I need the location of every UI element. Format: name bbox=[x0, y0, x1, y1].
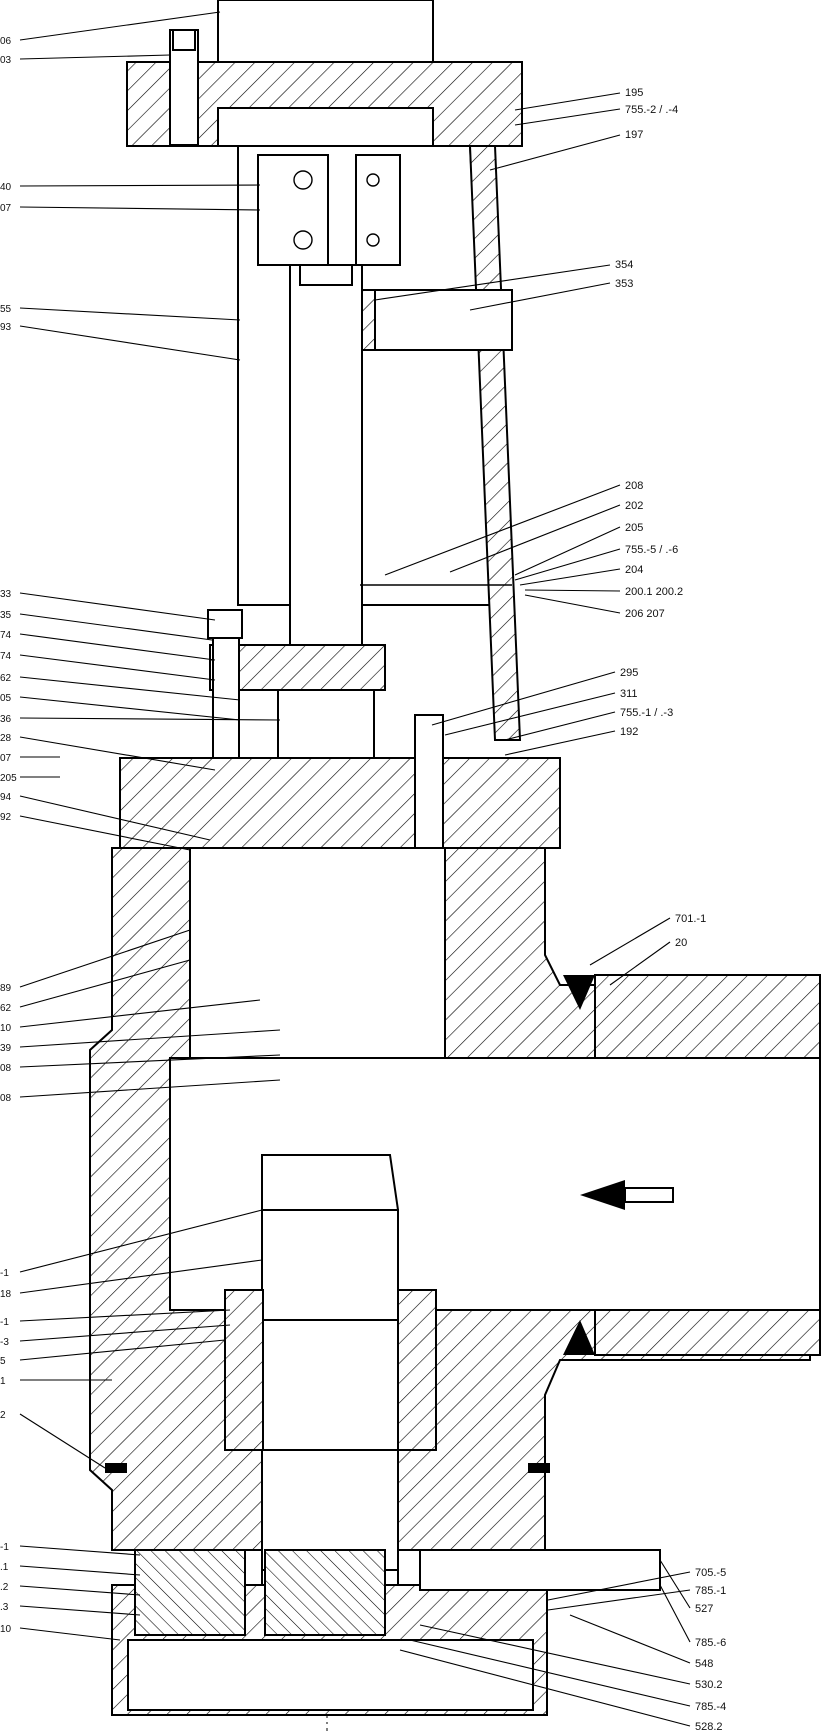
label-left-74b: 74 bbox=[0, 651, 12, 662]
label-left-18: 18 bbox=[0, 1289, 12, 1300]
label-left-07b: 07 bbox=[0, 753, 12, 764]
label-204: 204 bbox=[625, 564, 643, 576]
bottom-cover-face bbox=[127, 1639, 534, 1711]
label-755-1: 755.-1 / .-3 bbox=[620, 707, 673, 719]
label-202: 202 bbox=[625, 500, 643, 512]
label-left-07: 07 bbox=[0, 203, 12, 214]
disc-stack-mid bbox=[264, 1549, 386, 1636]
plug-upper-cage bbox=[261, 1209, 399, 1321]
label-701: 701.-1 bbox=[675, 913, 706, 925]
label-311: 311 bbox=[620, 688, 638, 700]
label-left-x2: -1 bbox=[0, 1317, 9, 1328]
flow-arrow bbox=[580, 1180, 625, 1210]
label-left-x3: -3 bbox=[0, 1337, 9, 1348]
gland-stud-nut bbox=[207, 609, 243, 639]
coupling-bolt-1 bbox=[293, 170, 313, 190]
label-785-6: 785.-6 bbox=[695, 1637, 726, 1649]
label-530: 530.2 bbox=[695, 1679, 723, 1691]
label-705: 705.-5 bbox=[695, 1567, 726, 1579]
label-left-35: 35 bbox=[0, 610, 12, 621]
label-195: 195 bbox=[625, 87, 643, 99]
flow-arrow-shaft bbox=[624, 1187, 674, 1203]
label-left-x9: .2 bbox=[0, 1582, 9, 1593]
label-left-93: 93 bbox=[0, 322, 12, 333]
label-left-62b: 62 bbox=[0, 1003, 12, 1014]
label-354: 354 bbox=[615, 259, 633, 271]
label-left-94: 94 bbox=[0, 792, 12, 803]
seat-ring-right bbox=[397, 1289, 437, 1451]
label-527: 527 bbox=[695, 1603, 713, 1615]
top-bolt-head bbox=[172, 29, 196, 51]
coupling-bolt-4 bbox=[366, 233, 380, 247]
bonnet-stud bbox=[414, 714, 444, 861]
label-left-x4: 5 bbox=[0, 1356, 6, 1367]
label-left-92: 92 bbox=[0, 812, 12, 823]
label-left-03: 03 bbox=[0, 55, 12, 66]
label-206: 206 207 bbox=[625, 608, 665, 620]
stem-neck bbox=[299, 264, 353, 286]
coupling-right bbox=[355, 154, 401, 266]
label-left-74a: 74 bbox=[0, 630, 12, 641]
label-left-89: 89 bbox=[0, 983, 12, 994]
label-left-05: 05 bbox=[0, 693, 12, 704]
label-208: 208 bbox=[625, 480, 643, 492]
label-left-08: 08 bbox=[0, 1063, 12, 1074]
top-shaft bbox=[217, 0, 434, 65]
weld-right bbox=[528, 1463, 550, 1473]
label-left-x6: 2 bbox=[0, 1410, 6, 1421]
label-left-x7: -1 bbox=[0, 1542, 9, 1553]
coupling-left bbox=[257, 154, 329, 266]
label-left-10: 10 bbox=[0, 1023, 12, 1034]
label-192: 192 bbox=[620, 726, 638, 738]
seat-ring-left bbox=[224, 1289, 264, 1451]
leader-lines-right bbox=[374, 92, 691, 1727]
label-left-x8: .1 bbox=[0, 1562, 9, 1573]
label-left-33: 33 bbox=[0, 589, 12, 600]
label-20: 20 bbox=[675, 937, 687, 949]
label-785-4: 785.-4 bbox=[695, 1701, 726, 1713]
leader-lines-left bbox=[19, 11, 281, 1641]
label-200: 200.1 200.2 bbox=[625, 586, 683, 598]
label-197: 197 bbox=[625, 129, 643, 141]
label-295: 295 bbox=[620, 667, 638, 679]
label-left-36: 36 bbox=[0, 714, 12, 725]
label-left-62: 62 bbox=[0, 673, 12, 684]
top-flange-recess bbox=[217, 107, 434, 147]
label-left-x1: -1 bbox=[0, 1268, 9, 1279]
label-left-28: 28 bbox=[0, 733, 12, 744]
label-755-5: 755.-5 / .-6 bbox=[625, 544, 678, 556]
label-left-x10: .3 bbox=[0, 1602, 9, 1613]
coupling-bolt-3 bbox=[366, 173, 380, 187]
label-left-40: 40 bbox=[0, 182, 12, 193]
drain-plug bbox=[419, 1549, 661, 1591]
label-755-2: 755.-2 / .-4 bbox=[625, 104, 678, 116]
label-left-x11: 10 bbox=[0, 1624, 12, 1635]
label-left-08b: 08 bbox=[0, 1093, 12, 1104]
weld-left bbox=[105, 1463, 127, 1473]
label-205: 205 bbox=[625, 522, 643, 534]
label-left-39: 39 bbox=[0, 1043, 12, 1054]
label-785-1: 785.-1 bbox=[695, 1585, 726, 1597]
label-left-205: 205 bbox=[0, 773, 17, 784]
label-548: 548 bbox=[695, 1658, 713, 1670]
body-bore bbox=[189, 847, 446, 1059]
label-528: 528.2 bbox=[695, 1721, 723, 1731]
weld-upper bbox=[563, 975, 595, 1010]
bonnet-flange bbox=[119, 757, 561, 849]
coupling-bolt-2 bbox=[293, 230, 313, 250]
label-left-06: 06 bbox=[0, 36, 12, 47]
disc-stack-left bbox=[134, 1549, 246, 1636]
label-353: 353 bbox=[615, 278, 633, 290]
label-left-55: 55 bbox=[0, 304, 12, 315]
label-left-x5: 1 bbox=[0, 1376, 6, 1387]
weld-lower bbox=[563, 1320, 595, 1355]
